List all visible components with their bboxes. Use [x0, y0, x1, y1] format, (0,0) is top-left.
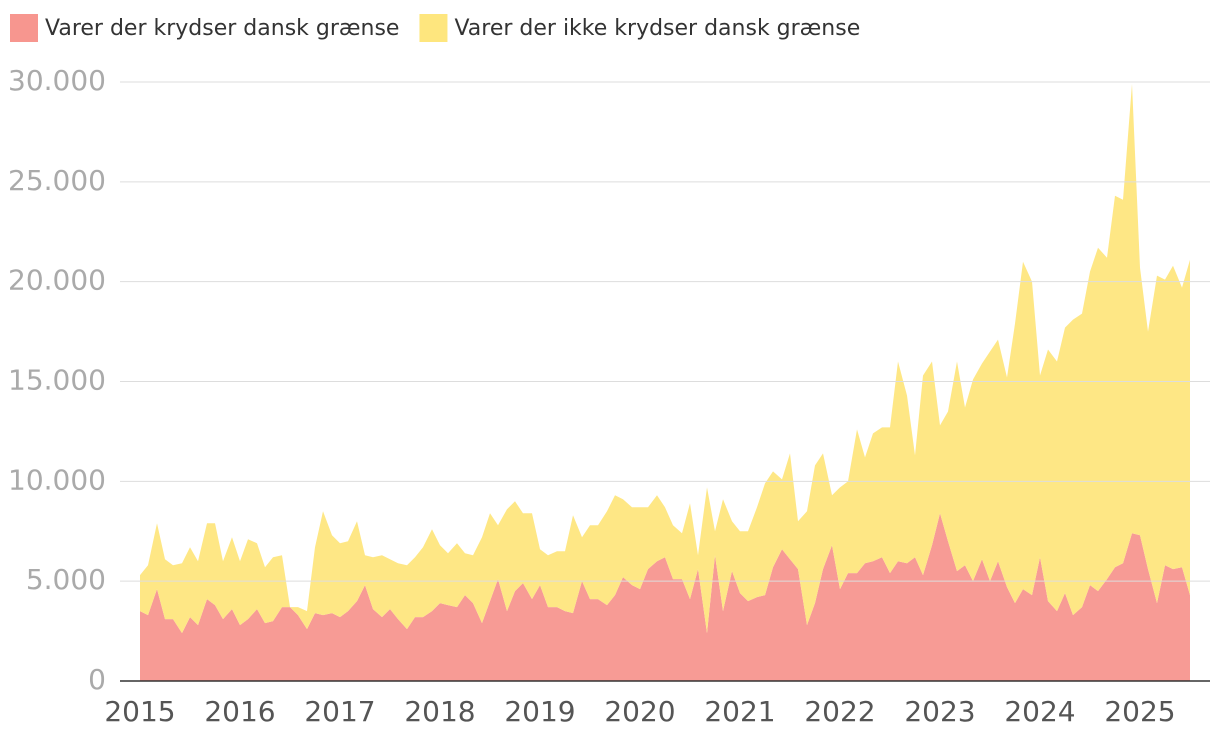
area — [140, 513, 1190, 681]
x-tick-label: 2019 — [504, 695, 575, 728]
x-tick-label: 2017 — [304, 695, 375, 728]
x-tick-label: 2018 — [404, 695, 475, 728]
x-tick-label: 2024 — [1004, 695, 1075, 728]
x-tick-label: 2023 — [904, 695, 975, 728]
y-tick-label: 25.000 — [8, 164, 106, 197]
y-tick-label: 5.000 — [26, 563, 106, 596]
legend-item: Varer der ikke krydser dansk grænse — [419, 14, 860, 42]
legend-label: Varer der ikke krydser dansk grænse — [454, 16, 860, 41]
x-tick-label: 2015 — [104, 695, 175, 728]
x-tick-label: 2016 — [204, 695, 275, 728]
area — [140, 83, 1190, 634]
y-tick-label: 15.000 — [8, 364, 106, 397]
legend-swatch — [419, 14, 448, 42]
y-tick-label: 10.000 — [8, 463, 106, 496]
x-tick-label: 2021 — [704, 695, 775, 728]
legend-item: Varer der krydser dansk grænse — [10, 14, 399, 42]
x-tick-label: 2025 — [1104, 695, 1175, 728]
legend-swatch — [10, 14, 38, 42]
y-tick-label: 20.000 — [8, 264, 106, 297]
x-tick-label: 2020 — [604, 695, 675, 728]
x-tick-label: 2022 — [804, 695, 875, 728]
legend-label: Varer der krydser dansk grænse — [45, 16, 399, 41]
y-tick-label: 0 — [88, 663, 106, 696]
y-tick-label: 30.000 — [8, 64, 106, 97]
